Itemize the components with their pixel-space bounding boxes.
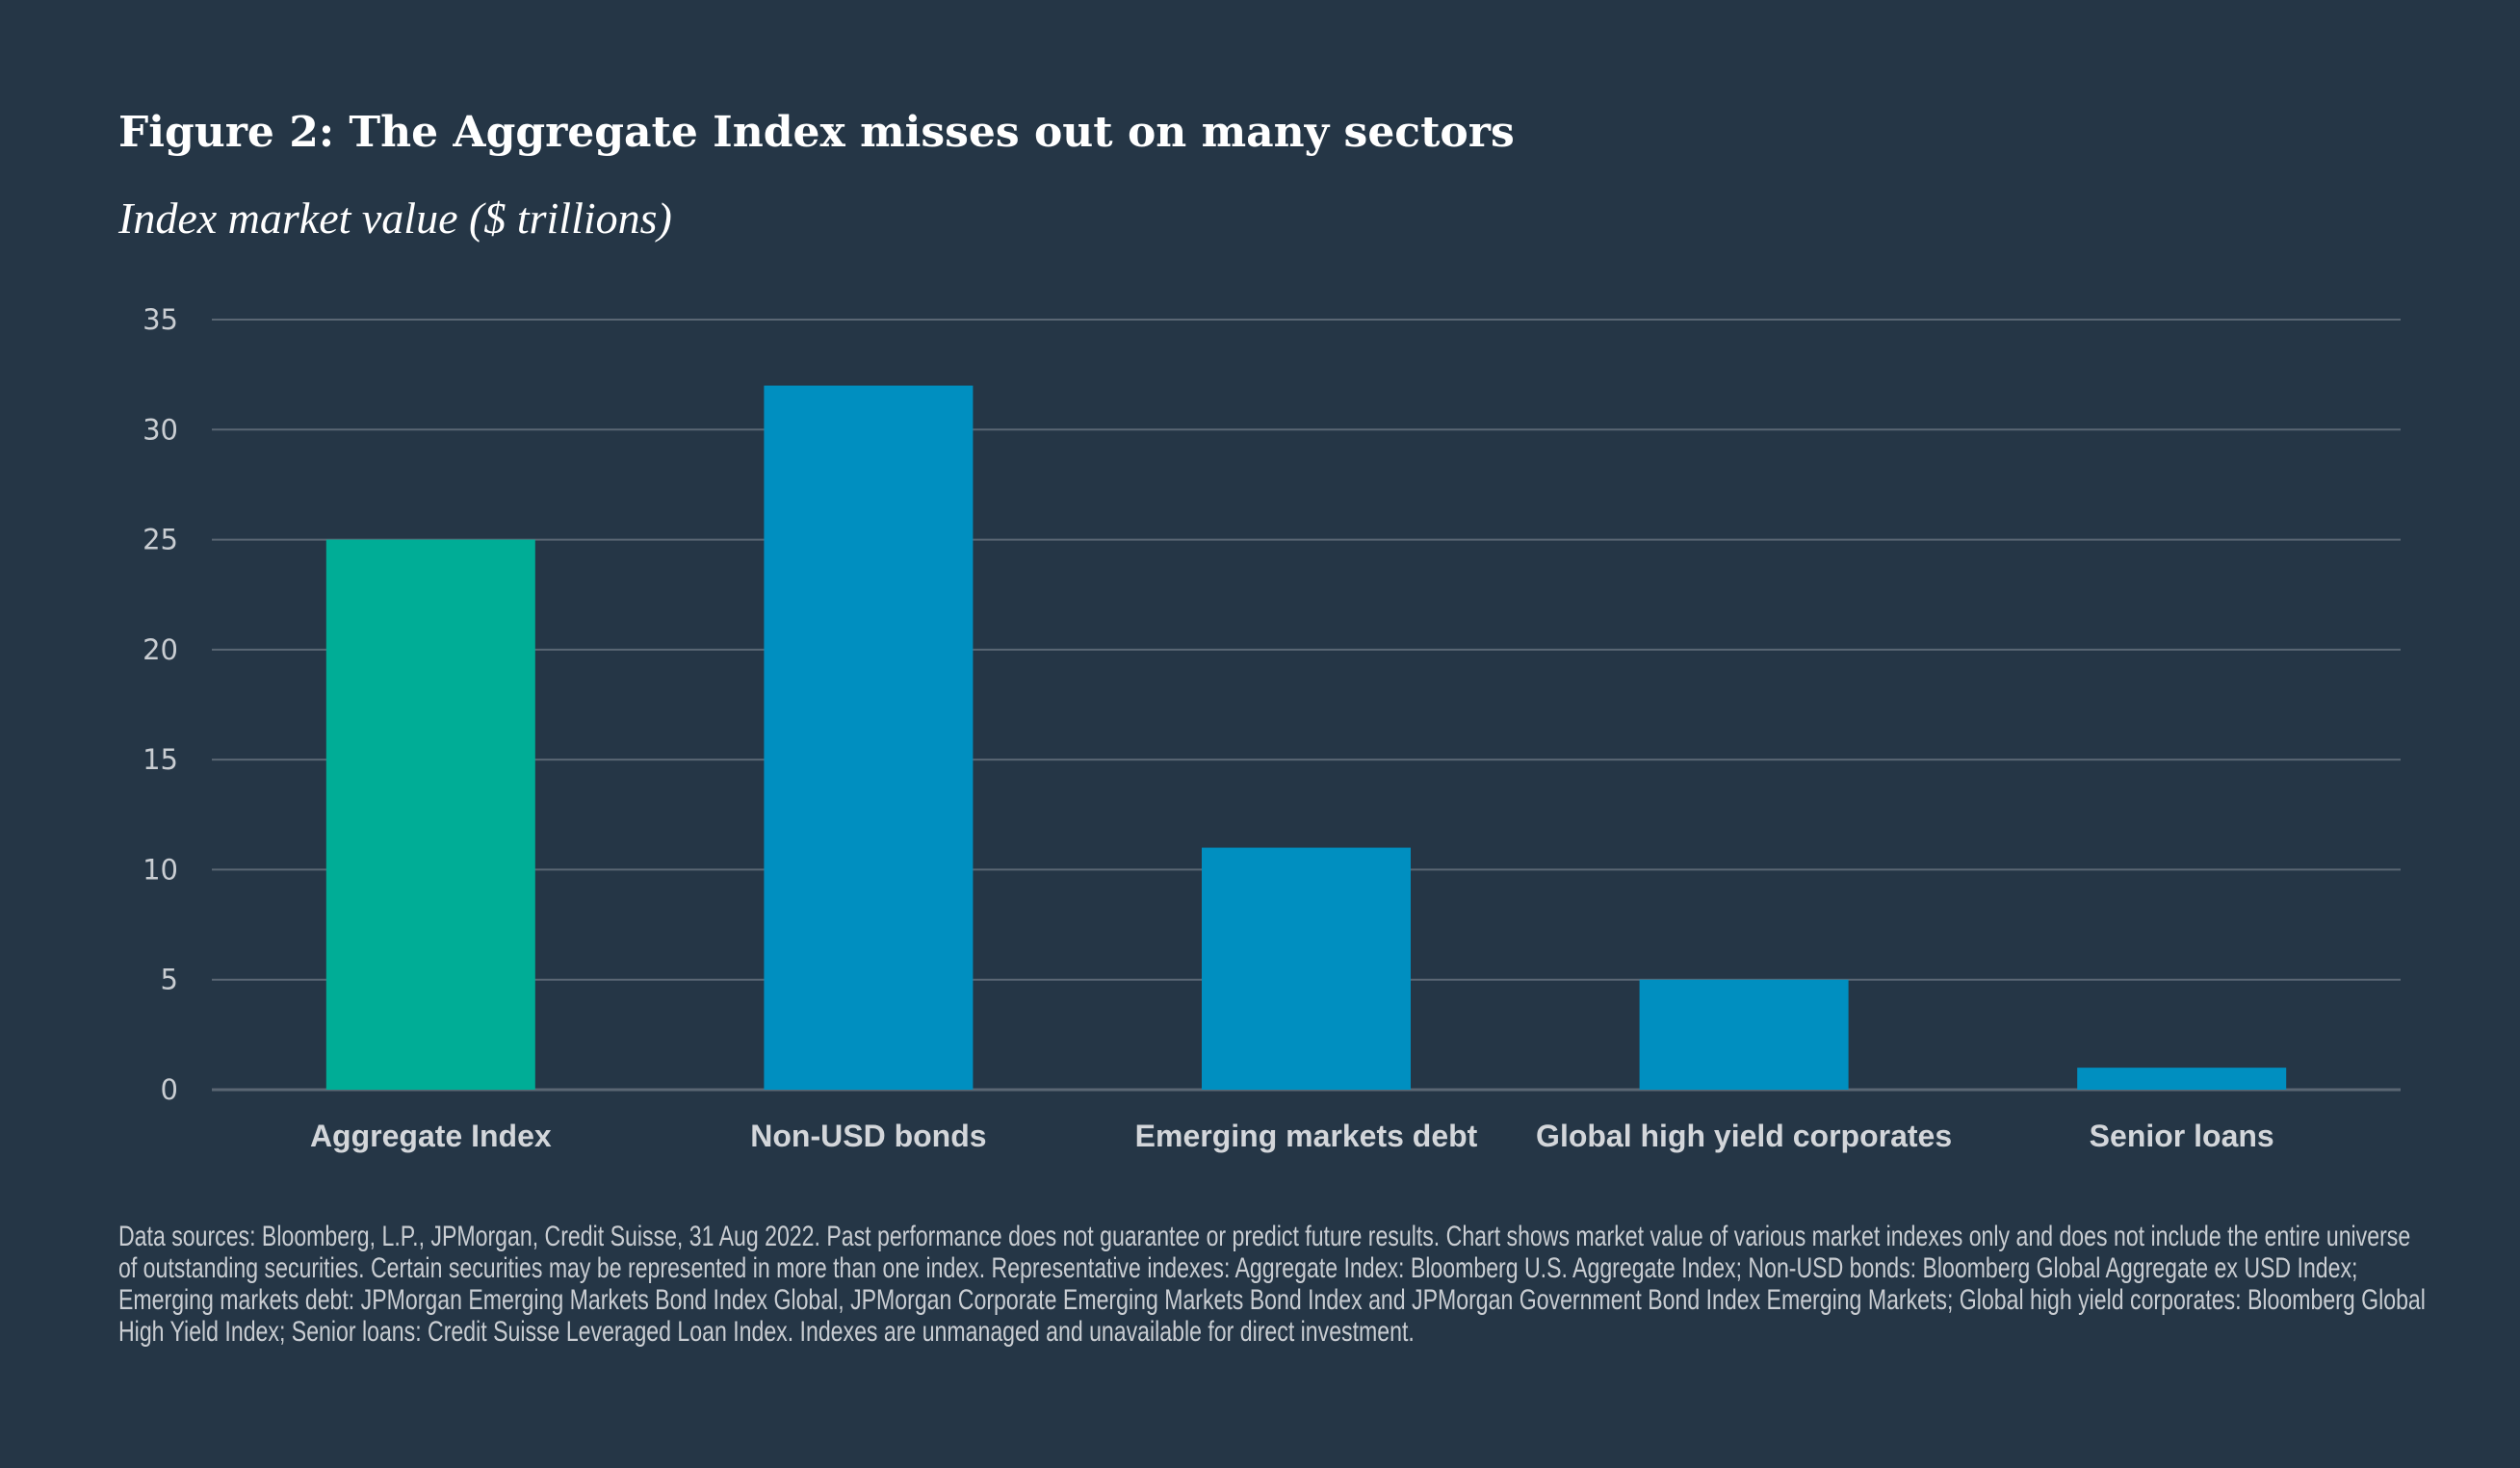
y-tick-label: 10: [143, 853, 178, 886]
y-tick-label: 30: [143, 413, 178, 446]
y-tick-label: 20: [143, 633, 178, 666]
bar: [1202, 847, 1411, 1090]
bar: [2077, 1068, 2287, 1090]
x-category-label: Aggregate Index: [310, 1119, 552, 1153]
y-tick-label: 35: [143, 303, 178, 336]
bar: [1639, 979, 1849, 1090]
bar: [325, 539, 535, 1090]
x-category-label: Senior loans: [2090, 1119, 2274, 1153]
footnote: Data sources: Bloomberg, L.P., JPMorgan,…: [118, 1221, 2426, 1348]
y-tick-label: 15: [143, 743, 178, 776]
x-category-label: Emerging markets debt: [1135, 1119, 1478, 1153]
x-category-label: Global high yield corporates: [1536, 1119, 1952, 1153]
chart-subtitle: Index market value ($ trillions): [118, 193, 672, 243]
x-category-label: Non-USD bonds: [750, 1119, 986, 1153]
chart-title: Figure 2: The Aggregate Index misses out…: [118, 108, 1515, 157]
y-tick-label: 0: [161, 1073, 178, 1106]
y-tick-label: 5: [161, 964, 178, 996]
bar: [764, 385, 974, 1091]
bar-chart: 0 5 10 15 20 25 30 35 Aggregate Index Non-USD bon…: [143, 303, 2401, 1153]
y-tick-label: 25: [143, 524, 178, 556]
